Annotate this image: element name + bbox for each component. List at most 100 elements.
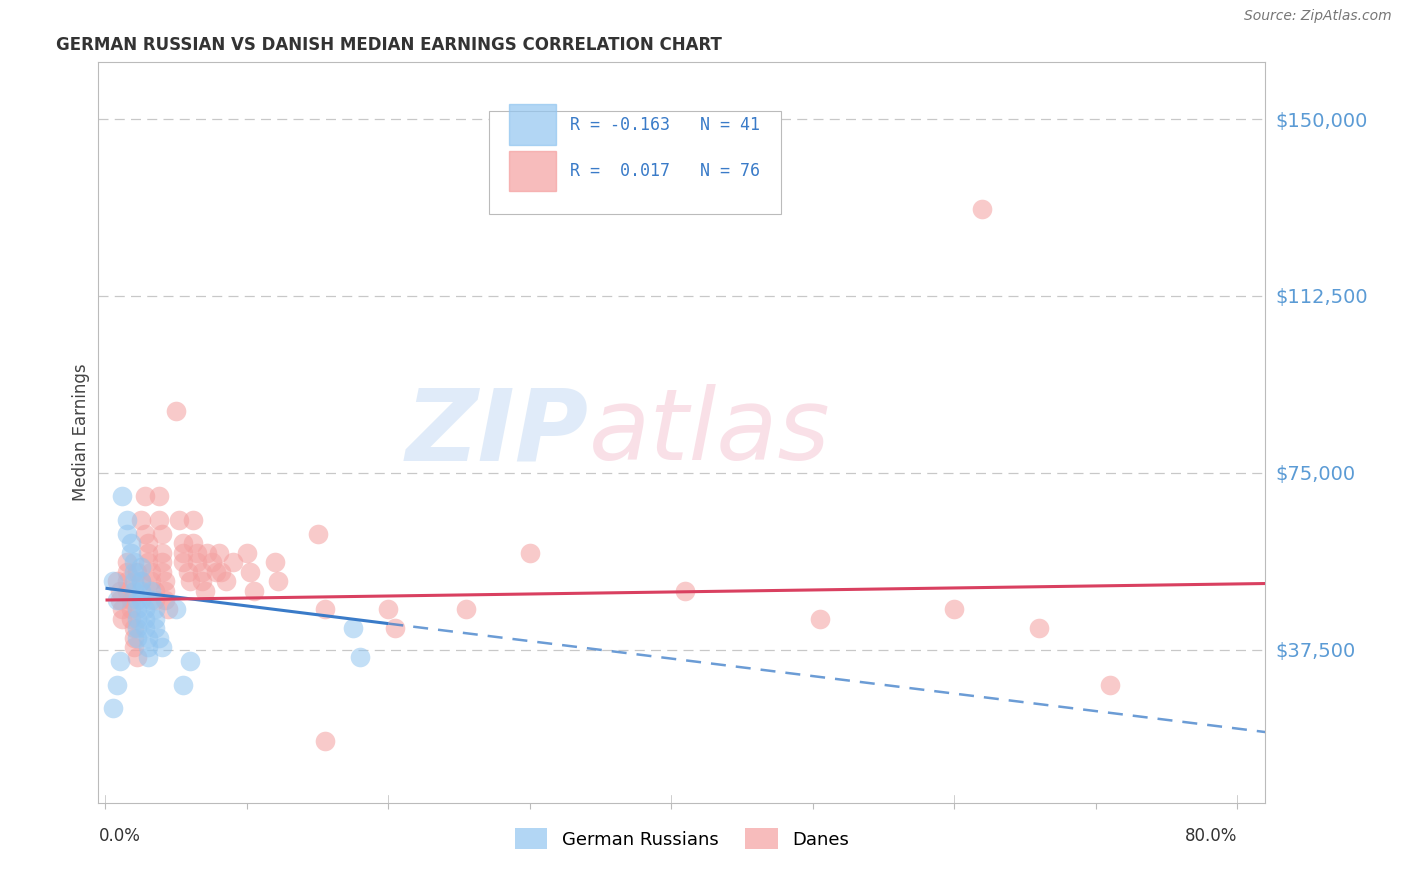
Bar [509,104,555,145]
Point [186,546,208,560]
Point [136,649,159,664]
Point [307,527,329,541]
Point [176,565,198,579]
Point [122,631,145,645]
Point [172,678,194,692]
Point [675,583,697,598]
Point [125,621,148,635]
FancyBboxPatch shape [489,111,782,214]
Point [122,555,145,569]
Point [101,701,124,715]
Point [120,546,142,560]
Point [136,546,159,560]
Point [205,565,228,579]
Point [943,602,966,616]
Point [314,734,336,748]
Point [134,527,156,541]
Text: ZIP: ZIP [405,384,589,481]
Point [153,593,176,607]
Point [150,546,173,560]
Point [134,489,156,503]
Point [122,640,145,655]
Point [111,612,134,626]
Point [190,565,212,579]
Point [125,565,148,579]
Point [134,602,156,616]
Point [125,631,148,645]
Point [156,602,179,616]
Point [136,640,159,655]
Point [136,555,159,569]
Point [222,555,245,569]
Point [150,527,173,541]
Point [1028,621,1050,635]
Point [111,489,134,503]
Text: R =  0.017   N = 76: R = 0.017 N = 76 [569,162,759,180]
Point [129,583,152,598]
Point [101,574,124,589]
Text: 0.0%: 0.0% [98,827,141,845]
Point [456,602,478,616]
Point [143,583,166,598]
Point [808,612,831,626]
Text: GERMAN RUSSIAN VS DANISH MEDIAN EARNINGS CORRELATION CHART: GERMAN RUSSIAN VS DANISH MEDIAN EARNINGS… [56,36,723,54]
Point [111,602,134,616]
Point [120,602,142,616]
Text: Source: ZipAtlas.com: Source: ZipAtlas.com [1244,9,1392,23]
Point [108,593,131,607]
Point [384,621,406,635]
Point [211,565,233,579]
Point [167,513,190,527]
Point [108,654,131,668]
Point [153,574,176,589]
Point [150,555,173,569]
Point [239,565,262,579]
Point [108,583,131,598]
Point [115,565,138,579]
Bar [509,151,555,191]
Point [179,574,201,589]
Point [115,513,138,527]
Point [150,565,173,579]
Point [122,574,145,589]
Point [122,565,145,579]
Point [136,536,159,550]
Point [120,612,142,626]
Point [143,612,166,626]
Point [148,513,170,527]
Point [972,202,994,216]
Point [105,593,128,607]
Point [115,583,138,598]
Point [136,631,159,645]
Point [148,631,170,645]
Point [129,574,152,589]
Point [377,602,399,616]
Point [200,555,222,569]
Point [165,404,187,418]
Point [349,649,371,664]
Text: atlas: atlas [589,384,830,481]
Point [120,593,142,607]
Point [153,583,176,598]
Point [179,654,201,668]
Point [134,612,156,626]
Point [125,612,148,626]
Point [129,593,152,607]
Point [105,574,128,589]
Point [129,574,152,589]
Point [215,574,238,589]
Point [243,583,266,598]
Point [148,489,170,503]
Point [134,621,156,635]
Point [105,678,128,692]
Point [150,640,173,655]
Point [115,555,138,569]
Point [115,574,138,589]
Point [125,593,148,607]
Point [143,593,166,607]
Point [139,565,162,579]
Point [193,583,215,598]
Point [129,560,152,574]
Point [208,546,231,560]
Point [139,583,162,598]
